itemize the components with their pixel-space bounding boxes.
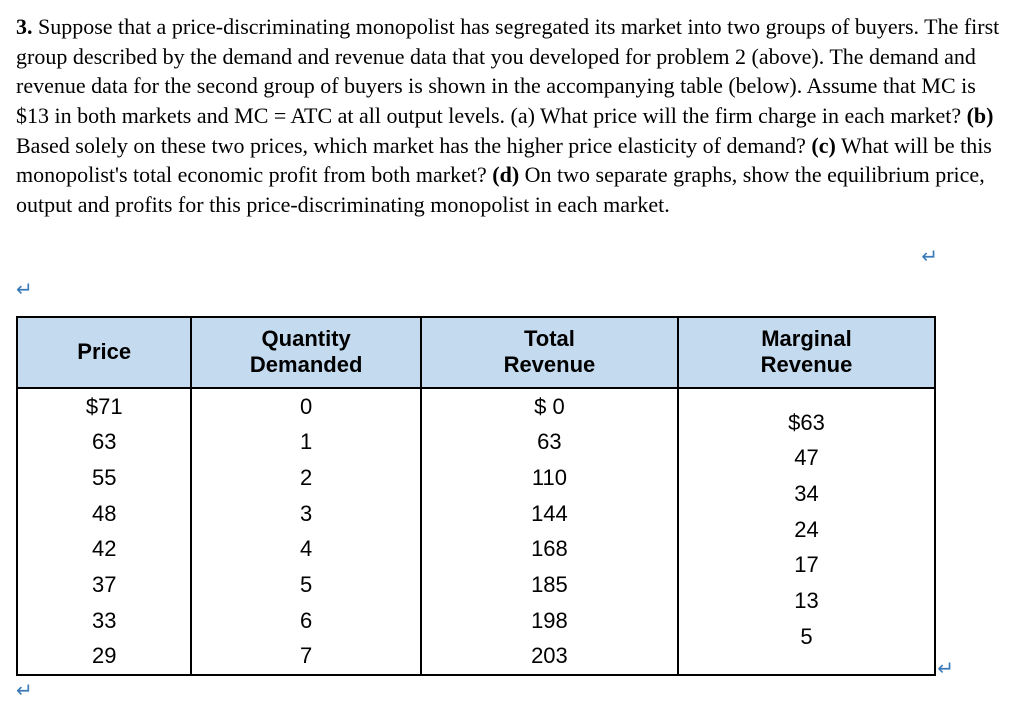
problem-text-2: Based solely on these two prices, which …: [16, 133, 811, 158]
cell-revenue: 63: [421, 424, 678, 460]
part-b-label: (b): [967, 103, 994, 128]
header-marginal-revenue: Marginal Revenue: [678, 317, 935, 388]
cell-qty: 3: [191, 496, 421, 532]
cell-marginal: 13: [678, 567, 935, 603]
table-row: $71 0 $ 0 $63: [17, 388, 935, 425]
cell-qty: 5: [191, 567, 421, 603]
return-mark-icon: ↵: [16, 678, 33, 705]
table-row: 42 4 168 17: [17, 531, 935, 567]
cell-price: 55: [17, 460, 191, 496]
cell-qty: 0: [191, 388, 421, 425]
cell-marginal: $63: [678, 388, 935, 425]
cell-marginal: 47: [678, 424, 935, 460]
cell-price: 42: [17, 531, 191, 567]
header-total-revenue: Total Revenue: [421, 317, 678, 388]
table-row: 37 5 185 13: [17, 567, 935, 603]
header-price: Price: [17, 317, 191, 388]
table-row: 33 6 198 5: [17, 603, 935, 639]
cell-marginal: 17: [678, 531, 935, 567]
cell-marginal: [678, 638, 935, 675]
cell-qty: 7: [191, 638, 421, 675]
cell-price: 48: [17, 496, 191, 532]
demand-revenue-table-wrapper: Price Quantity Demanded Total Revenue Ma…: [16, 316, 1008, 676]
cell-revenue: 185: [421, 567, 678, 603]
table-row: 55 2 110 34: [17, 460, 935, 496]
table-header-row: Price Quantity Demanded Total Revenue Ma…: [17, 317, 935, 388]
table-row: 63 1 63 47: [17, 424, 935, 460]
problem-statement: 3. Suppose that a price-discriminating m…: [16, 12, 1008, 220]
cell-revenue: 203: [421, 638, 678, 675]
cell-price: 29: [17, 638, 191, 675]
cell-revenue: $ 0: [421, 388, 678, 425]
cell-marginal: 34: [678, 460, 935, 496]
cell-price: $71: [17, 388, 191, 425]
cell-price: 37: [17, 567, 191, 603]
cell-qty: 6: [191, 603, 421, 639]
cell-qty: 2: [191, 460, 421, 496]
cell-qty: 4: [191, 531, 421, 567]
cell-qty: 1: [191, 424, 421, 460]
demand-revenue-table: Price Quantity Demanded Total Revenue Ma…: [16, 316, 936, 676]
part-d-label: (d): [492, 162, 519, 187]
cell-revenue: 144: [421, 496, 678, 532]
cell-revenue: 168: [421, 531, 678, 567]
return-mark-icon: ↵: [16, 277, 1008, 304]
cell-marginal: 24: [678, 496, 935, 532]
header-quantity: Quantity Demanded: [191, 317, 421, 388]
return-mark-icon: ↵: [937, 656, 954, 705]
table-row: 29 7 203: [17, 638, 935, 675]
cell-marginal: 5: [678, 603, 935, 639]
problem-number: 3.: [16, 14, 33, 39]
cell-revenue: 198: [421, 603, 678, 639]
return-mark-icon: ↵: [16, 244, 1008, 271]
cell-price: 33: [17, 603, 191, 639]
part-c-label: (c): [811, 133, 835, 158]
cell-price: 63: [17, 424, 191, 460]
cell-revenue: 110: [421, 460, 678, 496]
table-row: 48 3 144 24: [17, 496, 935, 532]
problem-text-1: Suppose that a price-discriminating mono…: [16, 14, 999, 128]
